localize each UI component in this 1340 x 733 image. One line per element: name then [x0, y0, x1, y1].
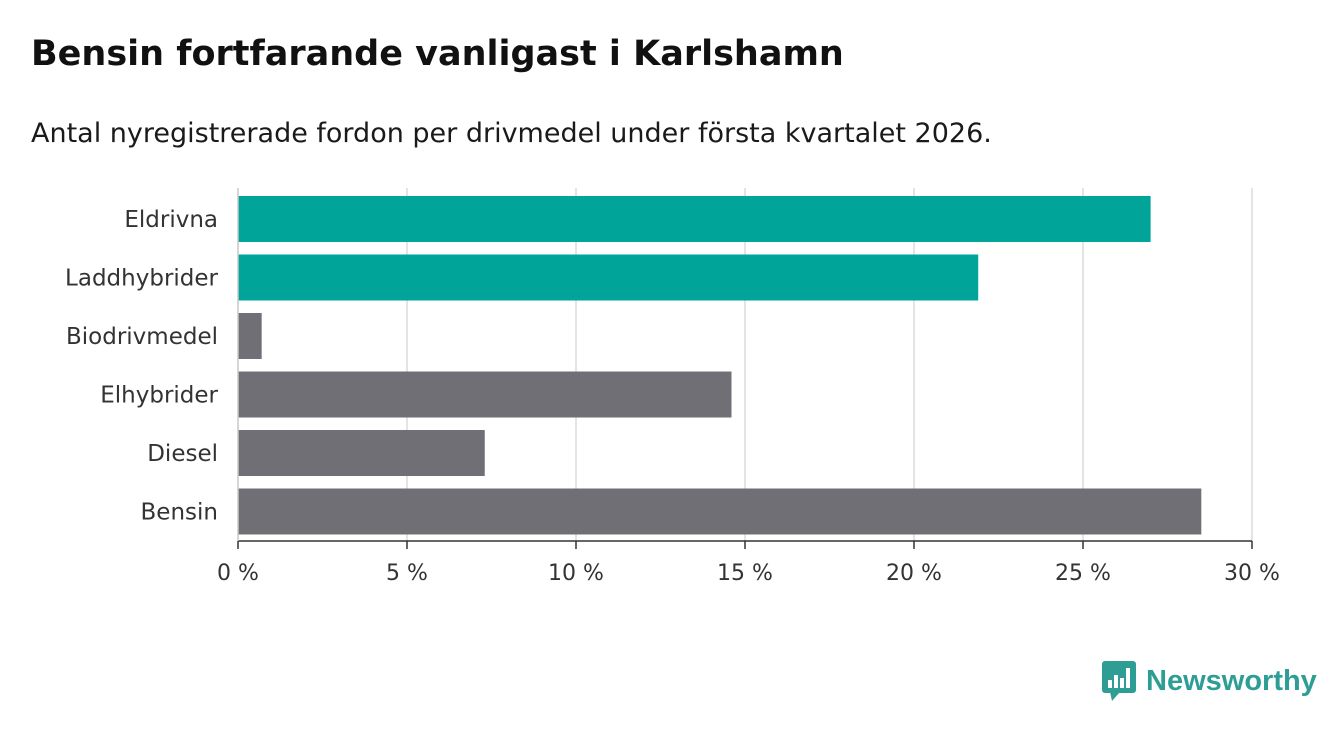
category-label: Diesel — [147, 441, 218, 467]
bar-diesel — [238, 430, 485, 476]
x-tick-label: 15 % — [717, 561, 773, 586]
category-label: Laddhybrider — [65, 266, 218, 292]
chart-subtitle: Antal nyregistrerade fordon per drivmede… — [31, 118, 992, 149]
x-tick-label: 30 % — [1224, 561, 1280, 586]
category-label: Biodrivmedel — [66, 324, 218, 350]
bar-biodrivmedel — [238, 313, 262, 359]
bar-eldrivna — [238, 196, 1151, 242]
brand-name: Newsworthy — [1146, 664, 1317, 697]
bar-chart-speech-bubble-icon — [1102, 661, 1136, 701]
category-labels: Eldrivna Laddhybrider Biodrivmedel Elhybrid… — [65, 207, 218, 526]
x-tick-label: 10 % — [548, 561, 604, 586]
bar-elhybrider — [238, 371, 732, 418]
bar-bensin — [238, 488, 1202, 535]
x-tick-label: 0 % — [217, 561, 259, 586]
x-tick-label: 25 % — [1055, 561, 1111, 586]
brand-logo: Newsworthy — [1102, 661, 1317, 701]
gridlines — [406, 188, 1253, 541]
x-tick-label: 20 % — [886, 561, 942, 586]
category-label: Bensin — [141, 500, 218, 526]
x-axis: 0 % 5 % 10 % 15 % 20 % 25 % 30 % — [217, 188, 1280, 586]
x-tick-label: 5 % — [386, 561, 428, 586]
chart-title: Bensin fortfarande vanligast i Karlshamn — [31, 34, 844, 74]
bars — [238, 196, 1202, 535]
category-label: Eldrivna — [124, 207, 218, 233]
bar-laddhybrider — [238, 254, 979, 301]
category-label: Elhybrider — [100, 383, 218, 409]
